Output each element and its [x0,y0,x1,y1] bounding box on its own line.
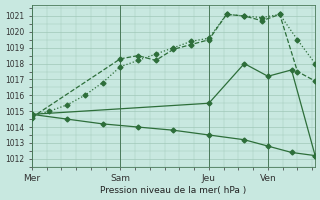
X-axis label: Pression niveau de la mer( hPa ): Pression niveau de la mer( hPa ) [100,186,247,195]
